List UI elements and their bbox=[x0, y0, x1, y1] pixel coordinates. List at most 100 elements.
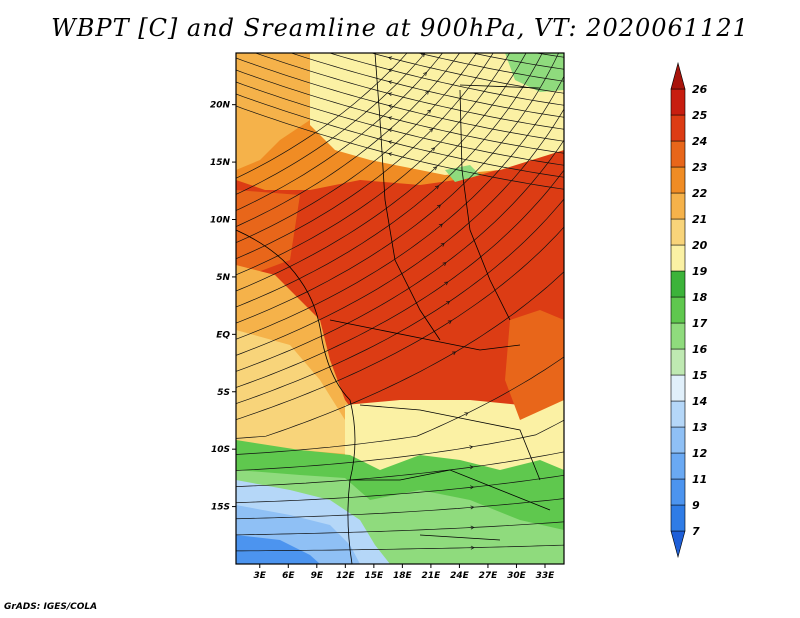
streamline bbox=[388, 569, 788, 574]
streamline-arrow bbox=[420, 53, 425, 58]
streamline bbox=[236, 169, 564, 388]
lon-tick-label: 33E bbox=[536, 571, 556, 581]
streamline-arrow bbox=[429, 128, 434, 133]
streamline-arrow bbox=[387, 56, 393, 61]
streamline-arrow bbox=[593, 569, 596, 572]
streamline-arrow bbox=[389, 33, 392, 36]
streamline bbox=[236, 271, 564, 439]
wbpt-field bbox=[236, 53, 564, 564]
streamline bbox=[236, 451, 564, 487]
streamline-arrow bbox=[387, 152, 393, 157]
streamline bbox=[236, 139, 564, 372]
streamline-arrow bbox=[470, 505, 475, 510]
field-green-ne bbox=[505, 53, 564, 92]
streamline-arrow bbox=[440, 242, 445, 247]
streamline-arrow bbox=[681, 570, 684, 573]
streamline bbox=[236, 198, 564, 404]
streamline bbox=[236, 53, 511, 276]
colorbar-label: 23 bbox=[692, 161, 708, 174]
colorbar-label: 9 bbox=[692, 499, 700, 512]
colorbar-label: 7 bbox=[692, 525, 700, 538]
streamline bbox=[300, 569, 700, 573]
streamline bbox=[236, 474, 564, 504]
field-north-light-orange bbox=[236, 53, 310, 170]
streamline-arrow bbox=[436, 204, 442, 209]
colorbar-swatch bbox=[670, 140, 686, 168]
chart-title: WBPT [C] and Sreamline at 900hPa, VT: 20… bbox=[51, 14, 749, 42]
colorbar-swatch bbox=[670, 218, 686, 246]
streamline bbox=[236, 75, 564, 340]
streamline bbox=[236, 53, 461, 227]
streamline-arrow bbox=[703, 570, 706, 573]
streamline-arrow bbox=[464, 412, 469, 416]
colorbar-swatch bbox=[670, 88, 686, 116]
streamline bbox=[236, 53, 559, 324]
streamline bbox=[236, 81, 564, 166]
border-e bbox=[350, 469, 551, 511]
colorbar-swatch bbox=[670, 504, 686, 532]
lon-tick-label: 30E bbox=[507, 571, 527, 581]
streamline-arrow bbox=[452, 351, 457, 356]
streamline bbox=[236, 53, 426, 195]
colorbar-swatch bbox=[670, 530, 686, 559]
streamline-arrow bbox=[387, 92, 393, 97]
streamline-arrow bbox=[387, 80, 393, 85]
grads-credit: GrADS: IGES/COLA bbox=[4, 602, 98, 612]
streamline bbox=[236, 544, 564, 552]
streamline bbox=[236, 498, 564, 520]
streamline bbox=[520, 569, 800, 577]
streamline bbox=[534, 53, 564, 58]
colorbar-swatch bbox=[670, 322, 686, 350]
streamline-arrow bbox=[442, 262, 447, 266]
streamline-arrow bbox=[471, 566, 474, 569]
colorbar-label: 15 bbox=[692, 369, 708, 382]
streamline bbox=[236, 93, 564, 178]
colorbar-swatch bbox=[670, 192, 686, 220]
field-west-yellow bbox=[236, 330, 360, 455]
lon-tick-label: 27E bbox=[479, 571, 499, 581]
streamline-arrow bbox=[389, 45, 392, 48]
streamline-arrow bbox=[470, 525, 475, 530]
streamline-arrow bbox=[419, 35, 422, 39]
lat-tick-label: 5N bbox=[216, 273, 230, 283]
map-frame bbox=[235, 52, 565, 565]
border-d bbox=[359, 404, 541, 481]
lon-tick-label: 6E bbox=[282, 571, 295, 581]
colorbar-label: 12 bbox=[692, 447, 708, 460]
streamline-arrow bbox=[444, 281, 449, 286]
streamline bbox=[236, 226, 564, 421]
country-borders bbox=[236, 53, 551, 564]
streamline-arrow bbox=[469, 465, 474, 470]
streamline-arrow bbox=[659, 569, 662, 572]
lon-tick-label: 15E bbox=[365, 571, 385, 581]
streamline-arrow bbox=[469, 445, 474, 450]
streamline-arrow bbox=[637, 569, 640, 572]
streamline bbox=[417, 53, 564, 82]
colorbar-label: 25 bbox=[692, 109, 708, 122]
streamline-arrow bbox=[423, 71, 427, 76]
streamline bbox=[328, 53, 564, 106]
streamline bbox=[454, 569, 800, 575]
streamline-arrow bbox=[431, 147, 436, 152]
latitude-axis: 20N 15N 10N 5N EQ 5S 10S 15S bbox=[210, 101, 236, 513]
streamline bbox=[236, 356, 564, 455]
streamline-arrow bbox=[446, 300, 451, 305]
colorbar-swatch bbox=[670, 61, 686, 90]
lat-tick-label: 5S bbox=[217, 388, 230, 398]
streamline-arrow bbox=[571, 569, 574, 572]
colorbar-swatch bbox=[670, 452, 686, 480]
streamline-arrow bbox=[435, 185, 440, 190]
colorbar-label: 26 bbox=[692, 83, 708, 96]
colorbar: 7 9 11 12 13 14 15 16 17 18 19 20 21 22 23 24 25 26 bbox=[670, 61, 708, 559]
colorbar-label: 20 bbox=[692, 239, 708, 252]
streamline-arrow bbox=[527, 569, 530, 572]
streamline bbox=[236, 521, 564, 536]
colorbar-swatch bbox=[670, 426, 686, 454]
lon-tick-label: 24E bbox=[450, 571, 470, 581]
streamline bbox=[226, 567, 706, 570]
streamline bbox=[470, 53, 564, 70]
border-b bbox=[459, 89, 511, 321]
lat-tick-label: 15N bbox=[210, 158, 231, 168]
streamline-arrow bbox=[470, 485, 475, 490]
